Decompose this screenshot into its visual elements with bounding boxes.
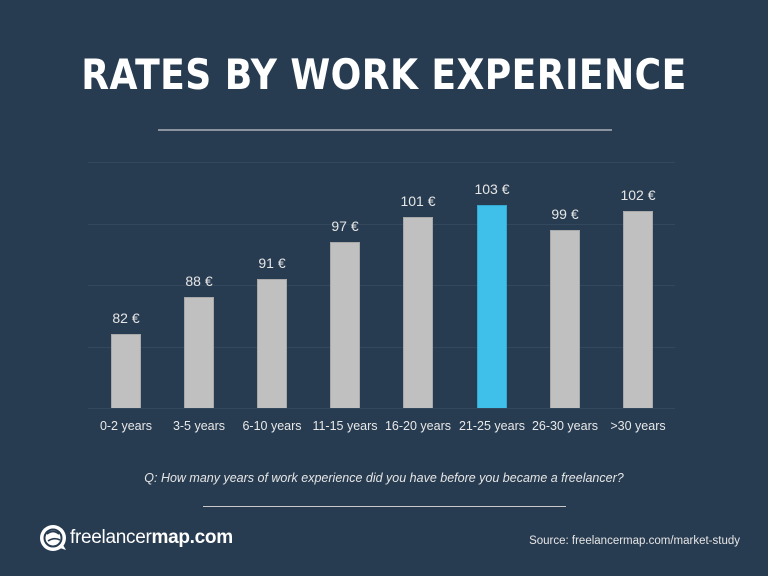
bar-6-10-years (257, 279, 287, 408)
category-label: >30 years (610, 419, 666, 433)
bar-21-25-years (477, 205, 507, 408)
bar-16-20-years (403, 217, 433, 408)
freelancermap-logo: freelancermap.com (38, 523, 233, 553)
category-label: 21-25 years (458, 419, 525, 433)
category-label: 26-30 years (531, 419, 598, 433)
bar-3-5-years (184, 297, 214, 408)
gridline (88, 347, 675, 348)
bar-value-label: 99 € (551, 206, 579, 222)
chart-title: RATES BY WORK EXPERIENCE (81, 50, 687, 99)
title-divider (158, 129, 612, 131)
gridline (88, 408, 675, 409)
category-label: 0-2 years (99, 419, 153, 433)
question-divider (203, 506, 566, 507)
globe-icon (40, 525, 66, 551)
category-label: 16-20 years (384, 419, 451, 433)
bar-0-2-years (111, 334, 141, 408)
bar-value-label: 97 € (331, 218, 359, 234)
category-label: 6-10 years (242, 419, 302, 433)
gridline (88, 224, 675, 225)
bar-value-label: 88 € (185, 273, 213, 289)
survey-question: Q: How many years of work experience did… (144, 471, 624, 485)
gridline (88, 162, 675, 163)
bar-value-label: 102 € (620, 187, 656, 203)
bar--30-years (623, 211, 653, 408)
bar-value-label: 103 € (474, 181, 510, 197)
bar-value-label: 101 € (400, 193, 436, 209)
category-label: 11-15 years (312, 419, 378, 433)
bar-26-30-years (550, 230, 580, 408)
gridline (88, 285, 675, 286)
category-label: 3-5 years (172, 419, 226, 433)
bar-11-15-years (330, 242, 360, 408)
logo-text: freelancermap.com (70, 527, 233, 548)
bar-value-label: 82 € (112, 310, 140, 326)
source-citation: Source: freelancermap.com/market-study (529, 535, 740, 547)
bar-value-label: 91 € (258, 255, 286, 271)
